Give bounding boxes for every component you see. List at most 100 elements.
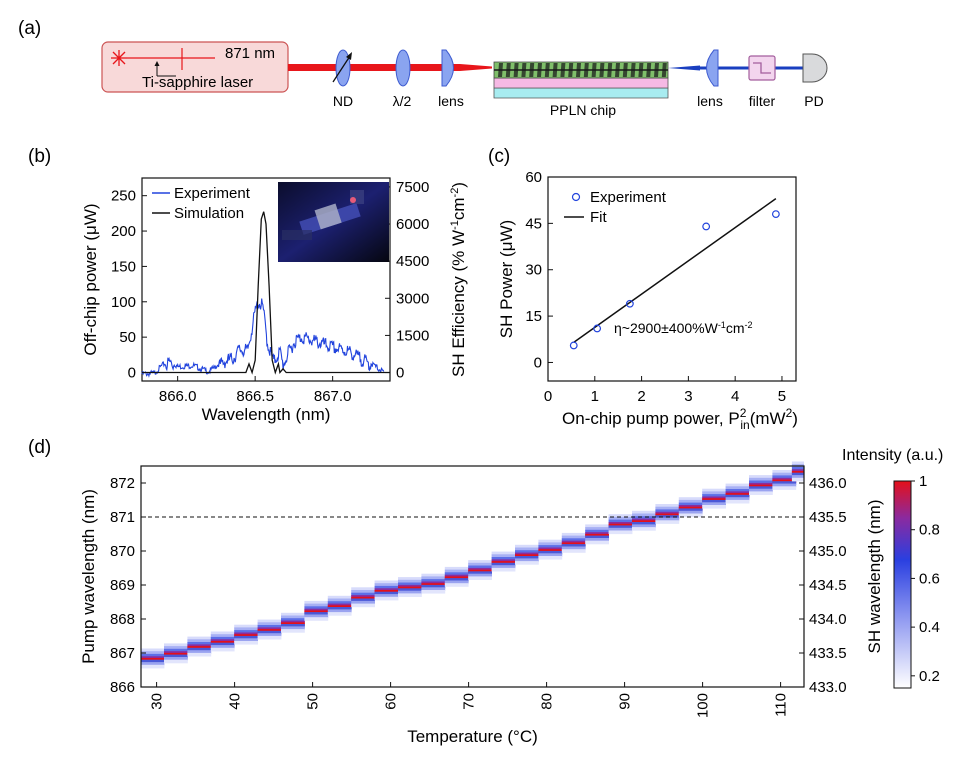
chart-d-cell	[327, 612, 352, 616]
chart-d-colorbar-tick-label: 0.4	[919, 619, 940, 636]
panel-label-c: (c)	[488, 146, 510, 167]
chart-b-ytick-label: 50	[119, 329, 136, 346]
chart-d-cell	[678, 502, 703, 507]
chart-b-ylabel: Off-chip power (μW)	[81, 203, 100, 355]
chart-d-cell	[281, 615, 305, 620]
filter	[748, 55, 776, 81]
chart-d-cell	[374, 594, 399, 598]
panel-label-b: (b)	[28, 146, 51, 167]
chart-b-ytick-label: 150	[111, 258, 136, 275]
chart-d-cell	[632, 522, 656, 526]
chart-d-cell	[608, 525, 633, 529]
chart-d-cell	[421, 579, 446, 583]
inset-photo	[278, 182, 389, 262]
chart-d-cell	[772, 486, 797, 490]
chart-d-frame	[140, 465, 805, 688]
chart-d-cell	[725, 486, 750, 490]
chart-d-cell	[421, 576, 446, 580]
chart-d-cell	[678, 497, 703, 501]
chart-c-point	[625, 299, 634, 308]
chart-b-y2label: SH Efficiency (% W-1cm-2)	[449, 182, 468, 377]
chart-d-colorbar-title: Intensity (a.u.)	[842, 447, 943, 464]
chart-d-xtick-label: 70	[461, 693, 478, 710]
chart-d-cell	[749, 475, 773, 479]
nd-filter	[335, 49, 351, 87]
chart-d-cell	[749, 477, 773, 482]
chart-b-xlabel: Wavelength (nm)	[202, 405, 331, 424]
lens-1	[441, 49, 454, 87]
chart-d-cell	[281, 612, 305, 617]
chart-d-cell	[468, 571, 492, 575]
chart-d-colorbar-tick-label: 0.6	[919, 570, 940, 587]
chart-d-cell	[398, 579, 422, 584]
chart-d-cell	[210, 645, 235, 649]
ppln-chip	[493, 61, 669, 99]
chart-d-cell	[327, 598, 352, 603]
chart-c-ytick-label: 0	[534, 354, 542, 371]
chart-c-legend-experiment: Experiment	[590, 189, 667, 206]
chart-d-cell	[491, 554, 516, 558]
chart-d-cell	[702, 491, 726, 495]
chart-d-cell	[725, 483, 750, 488]
chart-c-xtick-label: 1	[591, 388, 599, 405]
chart-d-cell	[561, 544, 586, 548]
panel-label-d: (d)	[28, 437, 51, 458]
chart-d-cell	[304, 600, 329, 605]
chart-d-cell	[608, 514, 633, 518]
chart-d-cell	[585, 527, 609, 531]
chart-d-cell	[140, 653, 165, 658]
chart-d-y2tick-label: 435.0	[809, 543, 847, 560]
chart-b-y2tick-label: 4500	[396, 253, 429, 270]
chart-d-cell	[702, 505, 726, 509]
chart-d-cell	[164, 657, 188, 661]
chart-d-cell	[398, 577, 422, 581]
chart-d-cell	[257, 630, 282, 635]
chart-d-y2tick-label: 434.0	[809, 611, 847, 628]
photodetector	[802, 53, 828, 83]
chart-d-cell	[515, 550, 539, 554]
chart-d-cell	[632, 510, 656, 515]
chart-d-cell	[210, 636, 235, 641]
label-filter: filter	[749, 93, 776, 109]
chart-d-cell	[398, 588, 422, 592]
chart-d-cell	[608, 516, 633, 521]
chart-b-ytick-label: 250	[111, 188, 136, 205]
chart-d-xtick-label: 50	[305, 693, 322, 710]
chart-d-cell	[538, 542, 563, 546]
chart-d-cell	[585, 540, 609, 545]
chart-d-cell	[491, 557, 516, 561]
chart-d-cell	[374, 580, 399, 585]
chart-d-colorbar-tick-label: 1	[919, 473, 927, 490]
chart-c-xtick-label: 5	[778, 388, 786, 405]
red-beam	[288, 64, 460, 71]
chart-d-xtick-label: 90	[617, 693, 634, 710]
chart-d-cell	[234, 641, 258, 645]
chart-d-cell	[421, 587, 446, 591]
chart-c-ytick-label: 60	[525, 169, 542, 186]
chart-d-cell	[257, 619, 282, 624]
chart-d-cell	[608, 527, 633, 532]
chart-d-cell	[678, 513, 703, 518]
chart-d-cell	[561, 535, 586, 540]
chart-d-ytick-label: 869	[110, 577, 135, 594]
chart-d-y2tick-label: 436.0	[809, 475, 847, 492]
chart-d-cell	[351, 600, 375, 605]
label-lens-2: lens	[697, 93, 723, 109]
chart-d-cell	[791, 475, 804, 479]
chart-b-legend-simulation: Simulation	[174, 205, 244, 222]
chart-d-cell	[164, 654, 188, 659]
chart-d-cell	[444, 569, 469, 574]
chart-d-cell	[140, 648, 165, 653]
chart-d-cell	[304, 614, 329, 619]
chart-d-cell	[187, 647, 212, 652]
chart-d-y2tick-label: 435.5	[809, 509, 847, 526]
chart-d-cell	[491, 565, 516, 569]
chart-d-cell	[164, 643, 188, 647]
chart-c: 0 1 2 3 4 5015304560ExperimentFitη~2900±400%W…	[497, 169, 798, 432]
chart-c-xtick-label: 0	[544, 388, 552, 405]
chart-d-cell	[791, 461, 804, 466]
chart-d-cell	[468, 560, 492, 564]
chart-b-ytick-label: 100	[111, 294, 136, 311]
chart-c-legend-swatch-experiment	[571, 192, 581, 202]
